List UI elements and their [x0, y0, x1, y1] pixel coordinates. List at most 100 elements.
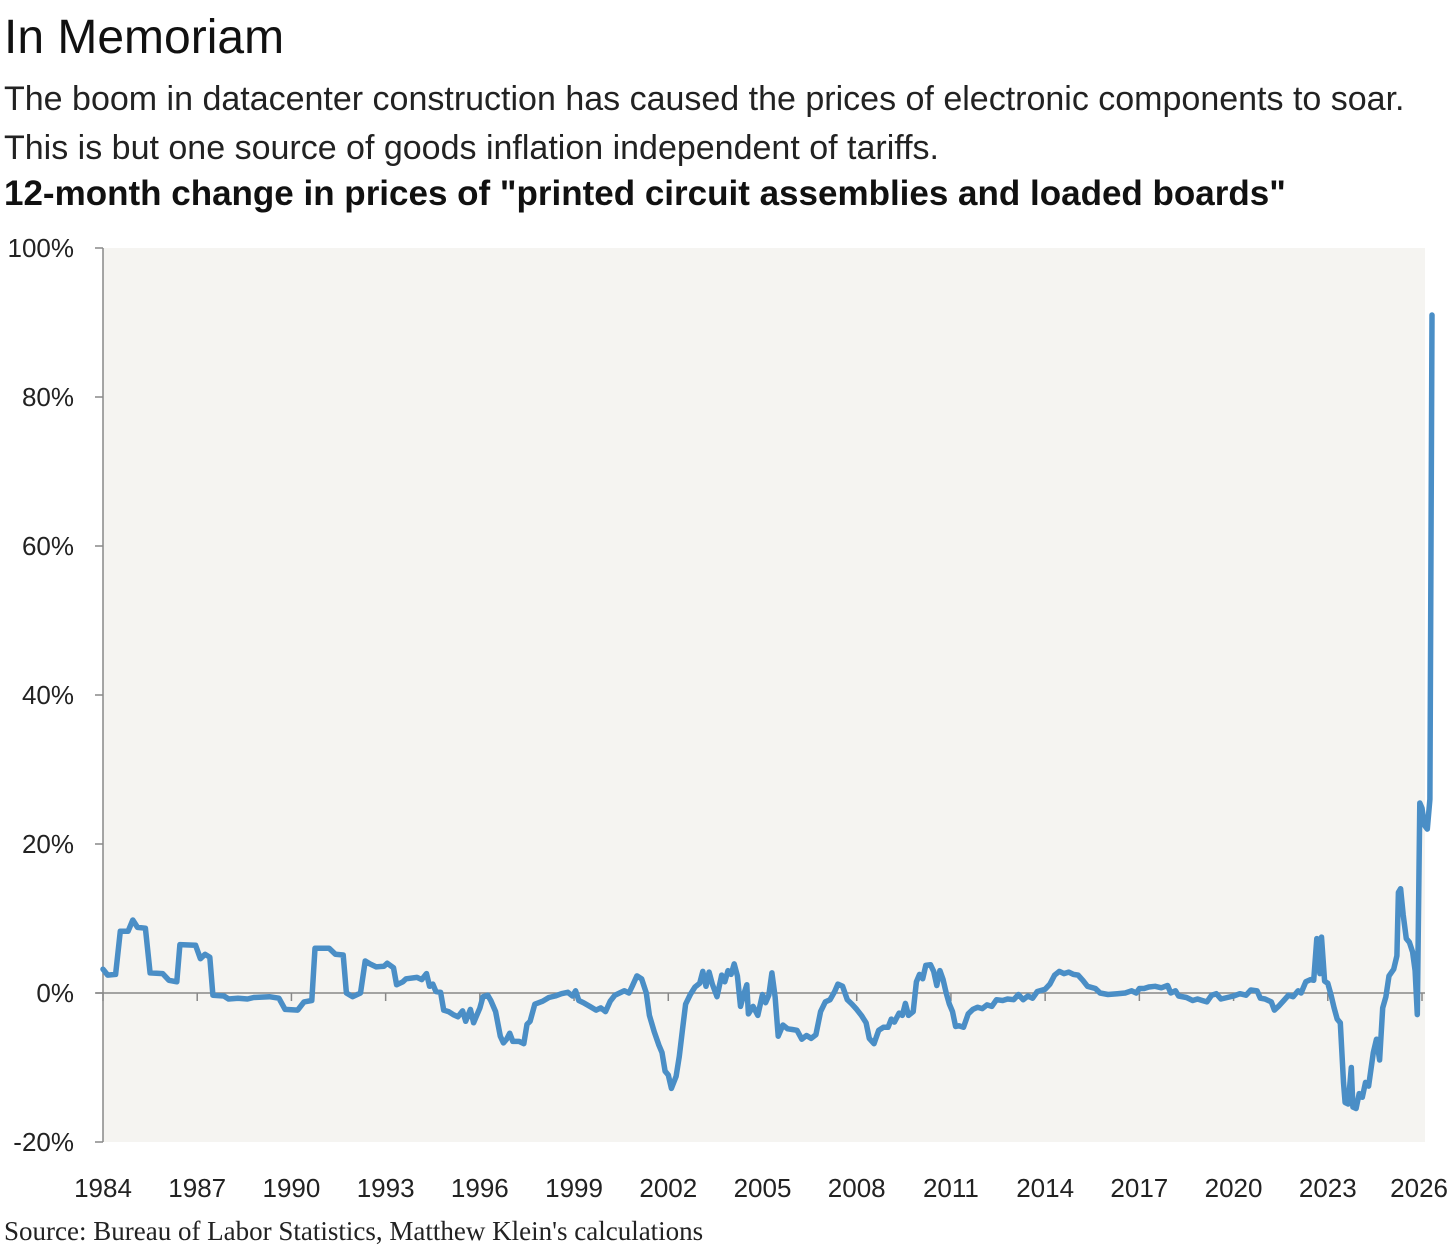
data-point: [119, 930, 122, 932]
data-point: [567, 991, 569, 994]
data-point: [614, 994, 616, 996]
data-point: [1154, 985, 1156, 988]
data-point: [1408, 941, 1411, 944]
data-point: [877, 1029, 880, 1032]
data-point: [457, 1016, 459, 1018]
data-point: [791, 1028, 794, 1031]
page-title: In Memoriam: [4, 11, 285, 64]
data-point: [1270, 1001, 1273, 1003]
data-point: [1396, 955, 1398, 957]
x-tick-label: 2002: [639, 1173, 697, 1203]
data-point: [1072, 973, 1075, 976]
data-point: [600, 1007, 602, 1009]
data-point: [1336, 1018, 1338, 1020]
data-point: [912, 1010, 914, 1013]
data-point: [1001, 999, 1004, 1002]
data-point: [508, 1032, 511, 1034]
data-point: [252, 996, 255, 999]
data-point: [464, 1020, 467, 1023]
y-tick-label: 20%: [22, 829, 74, 859]
data-point: [764, 1001, 767, 1004]
data-point: [1063, 972, 1065, 975]
data-point: [972, 1008, 974, 1011]
data-point: [494, 1010, 497, 1013]
data-point: [733, 963, 735, 965]
data-point: [560, 992, 563, 995]
data-point: [887, 1026, 889, 1029]
data-point: [425, 972, 428, 975]
data-point: [505, 1038, 508, 1040]
data-point: [1027, 995, 1029, 997]
data-point: [237, 997, 239, 999]
data-point: [694, 986, 696, 988]
data-point: [752, 1005, 754, 1008]
data-point: [482, 995, 484, 998]
data-point: [661, 1051, 663, 1054]
data-point: [967, 1013, 969, 1015]
data-point: [609, 1000, 611, 1002]
data-point: [1399, 887, 1402, 890]
data-point: [1166, 984, 1169, 987]
data-point: [1067, 971, 1070, 973]
data-point: [1053, 974, 1056, 976]
data-point: [512, 1040, 514, 1043]
data-point: [890, 1018, 893, 1020]
data-point: [1006, 998, 1009, 1000]
data-point: [351, 995, 354, 998]
data-point: [132, 919, 134, 921]
data-point: [1022, 998, 1024, 1001]
data-point: [1320, 936, 1323, 938]
data-point: [303, 1001, 305, 1003]
data-point: [893, 1021, 896, 1023]
y-tick-label: 80%: [22, 382, 74, 412]
data-point: [168, 979, 170, 982]
data-point: [841, 985, 844, 988]
data-point: [1058, 970, 1061, 973]
data-point: [1312, 979, 1315, 982]
data-point: [1196, 998, 1199, 1000]
data-point: [907, 1014, 910, 1017]
data-point: [1350, 1066, 1353, 1069]
data-point: [774, 995, 776, 998]
data-point: [144, 927, 147, 929]
data-point: [526, 1023, 528, 1026]
data-point: [1086, 985, 1089, 988]
data-point: [1309, 978, 1312, 981]
data-point: [1239, 992, 1241, 995]
data-point: [114, 973, 117, 976]
data-point: [720, 974, 723, 976]
data-point: [1094, 987, 1097, 990]
data-point: [604, 1010, 607, 1013]
data-point: [127, 930, 129, 932]
x-tick-label: 1999: [545, 1173, 603, 1203]
data-point: [810, 1037, 812, 1040]
data-point: [452, 1013, 455, 1016]
data-point: [402, 981, 404, 983]
data-point: [345, 992, 348, 994]
x-tick-label: 1996: [451, 1173, 509, 1203]
data-point: [1130, 990, 1133, 992]
data-point: [1044, 988, 1046, 991]
data-point: [742, 993, 745, 996]
chart-heading: 12-month change in prices of "printed ci…: [4, 174, 1286, 213]
data-point: [702, 970, 704, 973]
data-point: [664, 1070, 666, 1072]
data-point: [1297, 990, 1299, 992]
data-point: [1381, 1007, 1384, 1009]
data-point: [1405, 937, 1408, 940]
data-point: [796, 1029, 798, 1032]
data-point: [364, 960, 367, 962]
data-point: [475, 1014, 478, 1017]
data-point: [179, 943, 181, 946]
data-point: [1339, 1022, 1342, 1024]
data-point: [932, 970, 935, 973]
data-point: [416, 976, 418, 979]
data-point: [589, 1005, 591, 1008]
data-point: [824, 1001, 827, 1003]
data-point: [929, 963, 932, 966]
data-point: [1099, 992, 1101, 994]
data-point: [582, 1001, 585, 1004]
data-point: [782, 1024, 784, 1026]
data-point: [1319, 972, 1321, 975]
data-point: [981, 1007, 984, 1010]
